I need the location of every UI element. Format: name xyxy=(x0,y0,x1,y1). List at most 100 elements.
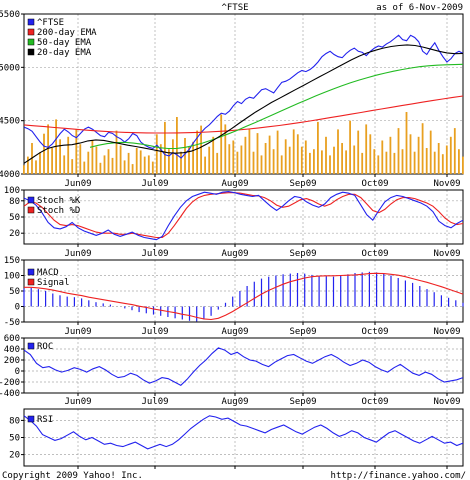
y-tick-label: 5000 xyxy=(0,63,20,73)
volume-bar xyxy=(373,149,376,174)
legend-label: 20-day EMA xyxy=(37,48,92,58)
y-tick-label: 5500 xyxy=(0,10,20,20)
volume-bar xyxy=(284,139,287,174)
y-tick-label: 0 xyxy=(15,367,20,377)
volume-bar xyxy=(23,165,25,174)
month-label: Nov09 xyxy=(433,249,460,259)
volume-bar xyxy=(329,155,331,174)
volume-bar xyxy=(204,156,206,174)
y-tick-label: 100 xyxy=(4,272,20,282)
y-tick-label: 80 xyxy=(9,197,20,207)
legend-swatch xyxy=(27,28,35,36)
month-label: Jun09 xyxy=(64,397,91,407)
y-tick-label: 400 xyxy=(4,345,20,355)
volume-bar xyxy=(147,155,150,174)
volume-bar xyxy=(27,156,29,174)
volume-bar xyxy=(168,149,170,174)
volume-bar xyxy=(445,145,448,174)
volume-bar xyxy=(159,144,162,174)
volume-bar xyxy=(357,130,360,174)
volume-bar xyxy=(401,149,404,174)
volume-bar xyxy=(224,124,227,174)
volume-bar xyxy=(313,149,315,174)
legend-swatch xyxy=(27,38,35,46)
volume-bar xyxy=(421,123,424,174)
legend-swatch xyxy=(27,18,35,26)
month-label: Jun09 xyxy=(64,327,91,337)
y-tick-label: 20 xyxy=(9,229,20,239)
volume-bar xyxy=(39,152,41,174)
volume-bar xyxy=(87,151,90,174)
volume-bar xyxy=(75,129,78,174)
volume-bar xyxy=(135,148,138,174)
volume-bar xyxy=(361,152,364,174)
volume-bar xyxy=(437,143,440,174)
volume-bar xyxy=(99,162,102,174)
volume-bar xyxy=(35,160,37,174)
month-label: Oct09 xyxy=(361,397,388,407)
month-label: Nov09 xyxy=(433,327,460,337)
legend-label: RSI xyxy=(37,415,53,425)
volume-bar xyxy=(103,155,106,174)
volume-bar xyxy=(449,136,452,174)
legend-swatch xyxy=(27,268,35,276)
volume-bar xyxy=(67,136,70,174)
volume-bar xyxy=(304,140,307,174)
volume-bar xyxy=(248,129,251,174)
month-label: Sep09 xyxy=(289,397,316,407)
volume-bar xyxy=(268,135,271,174)
volume-bar xyxy=(276,130,279,174)
volume-bar xyxy=(244,136,247,174)
series-line-2 xyxy=(89,63,464,150)
volume-bar xyxy=(337,129,339,174)
legend-label: Stoch %D xyxy=(37,206,80,216)
volume-bar xyxy=(216,152,219,174)
volume-bar xyxy=(43,133,45,174)
volume-bar xyxy=(79,144,82,174)
as-of-date: as of 6-Nov-2009 xyxy=(376,3,463,13)
volume-bar xyxy=(107,149,110,174)
month-label: Oct09 xyxy=(361,249,388,259)
month-label: Aug09 xyxy=(221,179,248,189)
volume-bar xyxy=(63,155,66,174)
legend-swatch xyxy=(27,278,35,286)
month-label: Jul09 xyxy=(141,397,168,407)
volume-bar xyxy=(236,151,239,174)
legend-label: Signal xyxy=(37,278,70,288)
volume-bar xyxy=(143,156,146,174)
month-label: Sep09 xyxy=(289,327,316,337)
legend-label: ^FTSE xyxy=(37,18,64,28)
y-tick-label: 100 xyxy=(4,186,20,196)
volume-bar xyxy=(139,150,142,174)
volume-bar xyxy=(413,151,416,174)
volume-bar xyxy=(280,155,283,174)
y-tick-label: -400 xyxy=(0,389,20,399)
volume-bar xyxy=(288,146,291,174)
volume-bar xyxy=(405,112,408,174)
legend-swatch xyxy=(27,196,35,204)
month-label: Aug09 xyxy=(221,397,248,407)
panel-frame xyxy=(23,408,464,467)
volume-bar xyxy=(192,141,194,174)
panel-frame xyxy=(23,189,464,245)
y-tick-label: -200 xyxy=(0,378,20,388)
volume-bar xyxy=(417,136,420,174)
legend-swatch xyxy=(27,342,35,350)
volume-bar xyxy=(220,114,223,174)
stoch-k-line xyxy=(23,191,464,241)
chart-title: ^FTSE xyxy=(221,3,248,13)
volume-bar xyxy=(212,136,215,174)
volume-bar xyxy=(353,145,356,174)
volume-bar xyxy=(393,152,396,174)
legend-swatch xyxy=(27,48,35,56)
volume-bar xyxy=(208,146,211,174)
volume-bar xyxy=(232,140,235,174)
volume-bar xyxy=(317,121,319,174)
legend-swatch xyxy=(27,415,35,423)
y-tick-label: 200 xyxy=(4,356,20,366)
volume-bar xyxy=(333,146,335,174)
copyright-text: Copyright 2009 Yahoo! Inc. xyxy=(2,471,143,480)
series-line-3 xyxy=(23,44,464,164)
volume-bar xyxy=(429,130,432,174)
